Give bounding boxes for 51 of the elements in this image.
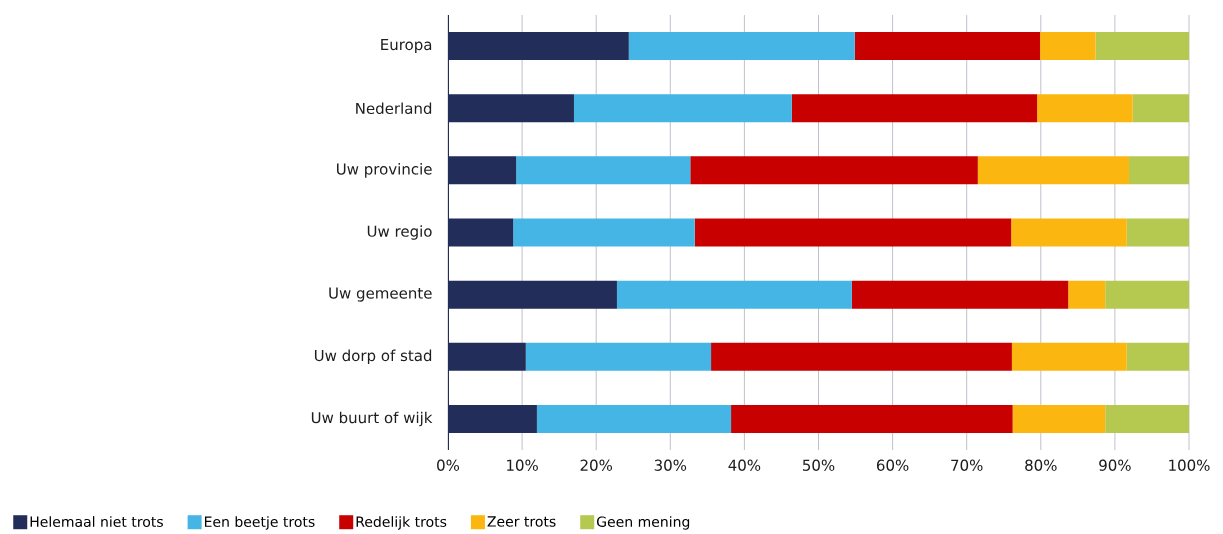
bar [516,156,691,185]
bar [628,32,855,61]
y-tick-label: Uw dorp of stad [314,349,432,365]
y-tick-label: Uw provincie [337,163,432,178]
bar [616,280,852,309]
bar [525,342,712,371]
bar [1095,32,1189,61]
legend-label: Redelijk trots [356,516,447,530]
bar [1105,404,1189,433]
bar [1012,404,1106,433]
bar [854,32,1041,61]
bar [1126,342,1189,371]
y-tick-label: Nederland [356,102,432,115]
x-tick-label: 50% [802,459,835,471]
x-tick-label: 80% [1025,459,1057,471]
legend-label: Een beetje trots [204,516,315,530]
bar [1132,94,1189,123]
bar [1011,218,1127,247]
y-tick-label: Uw gemeente [329,287,432,302]
x-tick-label: 0% [437,459,460,471]
bar [536,404,732,433]
x-tick-label: 40% [728,459,761,471]
bar [694,218,1012,247]
bar [690,156,978,185]
x-tick-label: 20% [580,459,613,471]
bar [1068,280,1106,309]
bar [1128,156,1189,185]
bar [1105,280,1189,309]
x-tick-label: 30% [654,459,687,471]
bar [851,280,1069,309]
bar [513,218,695,247]
bar [1040,32,1096,61]
x-tick-label: 60% [876,459,909,471]
x-tick-label: 70% [951,459,983,471]
bar [1011,342,1127,371]
x-tick-label: 90% [1099,459,1131,471]
y-tick-label: Uw buurt of wijk [311,411,433,427]
x-tick-label: 10% [507,459,538,471]
legend-label: Zeer trots [487,516,556,527]
legend-label: Helemaal niet trots [30,516,163,527]
x-tick-label: 100% [1169,459,1210,471]
bar [1126,218,1189,247]
bar [731,404,1013,433]
bar [1037,94,1133,123]
bar [573,94,792,123]
y-tick-label: Uw regio [367,225,432,240]
bar [791,94,1038,123]
bar [711,342,1012,371]
legend-label: Geen mening [597,516,690,530]
bar [977,156,1129,185]
y-tick-label: Europa [381,39,432,54]
